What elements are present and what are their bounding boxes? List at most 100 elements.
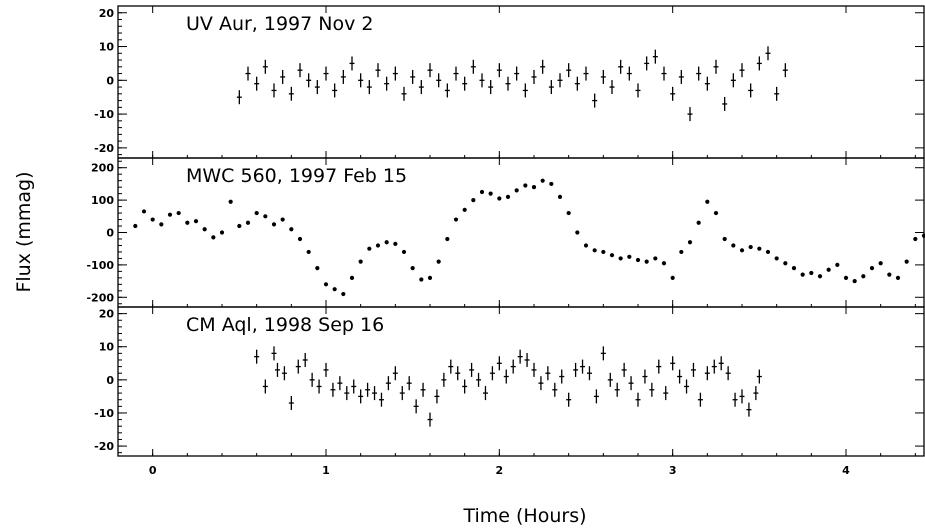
data-point (540, 178, 545, 183)
data-point (774, 256, 779, 261)
data-point (445, 236, 450, 242)
data-point (809, 270, 814, 276)
data-point (384, 240, 389, 245)
data-point (661, 261, 667, 266)
data-point (514, 188, 519, 193)
data-point (479, 189, 485, 195)
data-point (757, 246, 762, 251)
x-axis-label: Time (Hours) (462, 505, 586, 527)
panel-title: MWC 560, 1997 Feb 15 (186, 165, 407, 187)
data-point (852, 278, 857, 284)
data-point (271, 222, 277, 227)
data-point (739, 248, 745, 253)
x-tick-label: 3 (669, 464, 677, 477)
data-point (185, 220, 190, 225)
data-point (575, 230, 580, 235)
data-point (878, 261, 883, 266)
data-point (583, 243, 589, 248)
data-point (159, 222, 164, 227)
data-point (341, 291, 346, 297)
data-point (436, 259, 441, 264)
data-point (696, 220, 701, 225)
data-point (167, 212, 173, 217)
data-point (869, 266, 875, 271)
data-point (531, 185, 537, 190)
data-point (609, 253, 615, 258)
data-point (141, 209, 147, 214)
data-point (670, 275, 675, 280)
data-point (488, 191, 493, 196)
data-point (913, 236, 918, 242)
data-point (592, 248, 597, 253)
data-point (297, 236, 303, 242)
y-tick-label: -20 (94, 142, 114, 155)
data-point (713, 210, 719, 216)
data-point (687, 240, 693, 245)
data-point (193, 219, 199, 224)
data-point (679, 249, 684, 255)
data-point (817, 274, 823, 279)
y-tick-label: 20 (99, 308, 115, 321)
data-point (601, 249, 606, 255)
data-point (627, 254, 632, 259)
data-point (618, 256, 623, 261)
data-point (783, 261, 788, 266)
panel-title: UV Aur, 1997 Nov 2 (186, 13, 373, 35)
data-point (566, 210, 571, 216)
data-point (254, 210, 259, 216)
data-point (228, 199, 233, 204)
data-point (904, 259, 909, 264)
data-point (705, 199, 710, 204)
x-tick-label: 2 (496, 464, 504, 477)
x-axis: 0 1 2 3 4 (149, 464, 850, 477)
data-point (306, 249, 311, 255)
data-point (280, 217, 285, 222)
data-point (887, 272, 892, 277)
data-point (635, 257, 641, 263)
y-tick-label: 0 (106, 74, 114, 87)
data-point (419, 277, 424, 282)
data-point (765, 249, 771, 255)
data-point (722, 236, 727, 242)
y-tick-label: 0 (106, 374, 114, 387)
data-point (375, 243, 381, 248)
data-point (332, 287, 337, 292)
panel-title: CM Aql, 1998 Sep 16 (186, 314, 384, 336)
data-point (358, 259, 363, 264)
x-tick-label: 1 (322, 464, 330, 477)
data-point (644, 259, 649, 264)
data-point (653, 256, 658, 261)
data-point (497, 196, 502, 201)
data-point (133, 223, 138, 229)
y-axis-label: Flux (mmag) (13, 171, 35, 292)
data-point (263, 214, 268, 219)
panel-3: 20 10 0 -10 -20 CM Aql, 1998 Sep 16 (94, 306, 925, 457)
data-point (453, 217, 459, 222)
y-tick-label: -20 (94, 440, 114, 453)
y-tick-label: 20 (99, 7, 115, 20)
data-point (202, 227, 207, 232)
data-point (315, 266, 320, 271)
data-point (349, 275, 355, 280)
y-tick-label: 0 (106, 227, 114, 240)
data-point (245, 220, 251, 225)
data-point (921, 233, 925, 238)
data-point (462, 207, 467, 212)
data-point (410, 266, 415, 271)
data-point (211, 235, 216, 240)
y-tick-label: -100 (86, 259, 114, 272)
data-point (843, 275, 849, 280)
panel-frame (117, 306, 925, 457)
y-tick-label: -10 (94, 108, 114, 121)
data-point (835, 262, 840, 267)
y-tick-label: 10 (99, 41, 115, 54)
panel-1: 20 10 0 -10 -20 UV Aur, 1997 Nov 2 (94, 5, 925, 159)
data-point (367, 246, 372, 251)
data-point (176, 210, 181, 216)
data-point (748, 244, 753, 250)
data-point (505, 194, 511, 199)
data-point (523, 183, 528, 188)
y-tick-label: -10 (94, 407, 114, 420)
data-point (237, 223, 242, 229)
